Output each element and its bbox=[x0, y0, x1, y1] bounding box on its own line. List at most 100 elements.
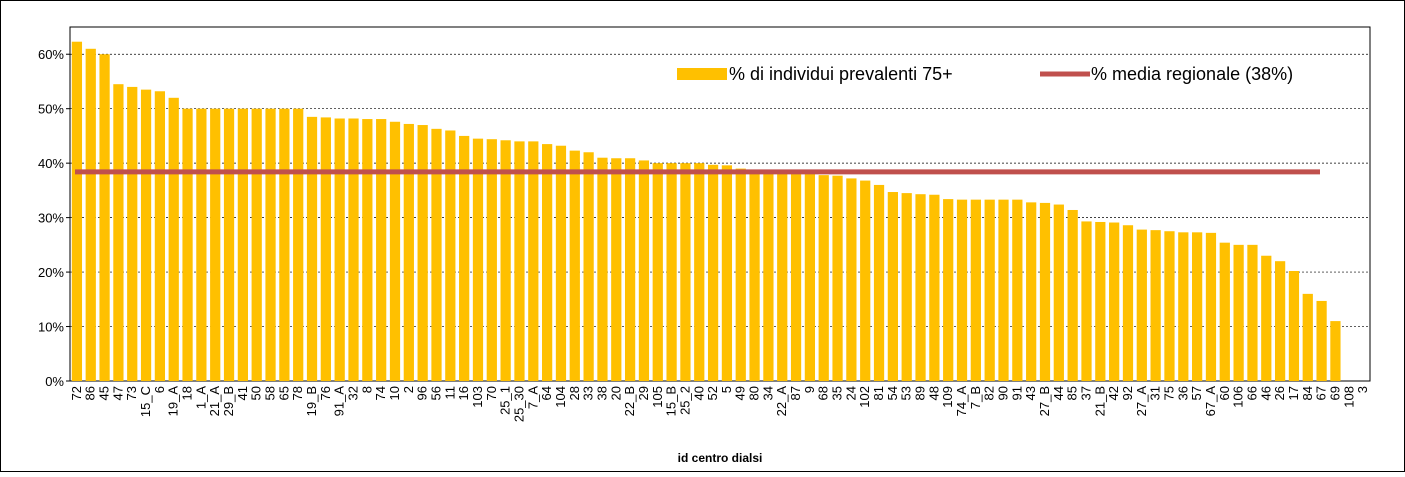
x-tick-label: 22_A bbox=[774, 386, 789, 417]
x-tick-label: 73 bbox=[124, 386, 139, 400]
bar bbox=[970, 199, 981, 381]
x-tick-label: 3 bbox=[1355, 386, 1370, 393]
x-tick-label: 96 bbox=[415, 386, 430, 400]
x-tick-label: 11 bbox=[442, 386, 457, 400]
bar bbox=[1316, 300, 1327, 381]
x-tick-label: 17 bbox=[1286, 386, 1301, 400]
x-tick-label: 15_B bbox=[664, 386, 679, 416]
x-tick-label: 21_A bbox=[207, 386, 222, 417]
bar bbox=[915, 194, 926, 381]
bar bbox=[1302, 293, 1313, 381]
bar bbox=[597, 157, 608, 381]
x-tick-label: 67_A bbox=[1203, 386, 1218, 417]
x-tick-label: 58 bbox=[263, 386, 278, 400]
x-tick-label: 47 bbox=[110, 386, 125, 400]
bar bbox=[389, 121, 401, 382]
x-tick-label: 15_C bbox=[138, 386, 153, 417]
x-tick-label: 102 bbox=[857, 386, 872, 408]
bar bbox=[486, 139, 497, 381]
x-tick-label: 103 bbox=[470, 386, 485, 408]
x-tick-label: 8 bbox=[359, 386, 374, 393]
legend-swatch bbox=[677, 68, 727, 80]
bar bbox=[1233, 244, 1244, 381]
x-tick-label: 10 bbox=[387, 386, 402, 400]
bar bbox=[1095, 221, 1106, 381]
legend-label: % media regionale (38%) bbox=[1091, 64, 1293, 84]
x-tick-label: 54 bbox=[885, 386, 900, 400]
x-tick-label: 26 bbox=[1272, 386, 1287, 400]
bar bbox=[1109, 222, 1120, 381]
bar bbox=[984, 199, 995, 381]
x-tick-label: 42 bbox=[1106, 386, 1121, 400]
x-tick-label: 108 bbox=[1341, 386, 1356, 408]
x-tick-label: 89 bbox=[913, 386, 928, 400]
y-tick-label: 30% bbox=[38, 211, 64, 226]
bar bbox=[113, 84, 124, 381]
bar bbox=[334, 118, 345, 381]
bar bbox=[140, 89, 152, 381]
x-tick-label: 80 bbox=[747, 386, 762, 400]
x-tick-label: 25_1 bbox=[498, 386, 513, 415]
bar bbox=[1026, 202, 1037, 381]
x-tick-label: 29 bbox=[636, 386, 651, 400]
bar bbox=[998, 199, 1009, 381]
x-tick-label: 28 bbox=[567, 386, 582, 400]
x-tick-label: 76 bbox=[318, 386, 333, 400]
x-tick-label: 2 bbox=[401, 386, 416, 393]
bar bbox=[1205, 232, 1217, 381]
x-tick-label: 64 bbox=[539, 386, 554, 400]
bar bbox=[431, 128, 442, 381]
bar bbox=[901, 193, 912, 381]
bar bbox=[777, 172, 788, 381]
x-tick-label: 56 bbox=[428, 386, 443, 400]
x-tick-label: 70 bbox=[484, 386, 499, 400]
x-tick-label: 18 bbox=[180, 386, 195, 400]
bar bbox=[279, 108, 290, 381]
x-tick-label: 66 bbox=[1244, 386, 1259, 400]
x-tick-label: 40 bbox=[691, 386, 706, 400]
bar bbox=[846, 178, 857, 381]
bar bbox=[1012, 199, 1023, 381]
x-tick-label: 27_B bbox=[1037, 386, 1052, 416]
bar bbox=[583, 152, 594, 381]
x-tick-label: 75 bbox=[1161, 386, 1176, 400]
x-tick-label: 44 bbox=[1051, 386, 1066, 400]
x-tick-label: 37 bbox=[1078, 386, 1093, 400]
bar bbox=[196, 108, 207, 381]
x-tick-label: 41 bbox=[235, 386, 250, 400]
bar bbox=[1192, 232, 1203, 381]
x-tick-label: 7_A bbox=[525, 386, 540, 409]
bar bbox=[887, 192, 898, 381]
x-tick-label: 45 bbox=[97, 386, 112, 400]
x-tick-label: 25_30 bbox=[511, 386, 526, 422]
x-tick-label: 85 bbox=[1065, 386, 1080, 400]
bar bbox=[694, 163, 705, 381]
bar bbox=[1288, 270, 1300, 381]
x-tick-label: 91_A bbox=[332, 386, 347, 417]
x-tick-label: 9 bbox=[802, 386, 817, 393]
bar bbox=[804, 174, 816, 381]
bar bbox=[1081, 221, 1092, 381]
x-tick-label: 91 bbox=[1009, 386, 1024, 400]
bar bbox=[680, 163, 691, 381]
x-tick-label: 29_B bbox=[221, 386, 236, 416]
bar bbox=[1178, 232, 1189, 381]
x-tick-label: 6 bbox=[152, 386, 167, 393]
bar bbox=[652, 163, 663, 381]
x-tick-label: 5 bbox=[719, 386, 734, 393]
x-tick-label: 16 bbox=[456, 386, 471, 400]
x-tick-label: 57 bbox=[1189, 386, 1204, 400]
bar bbox=[611, 158, 622, 381]
bar bbox=[1261, 255, 1272, 381]
bar bbox=[624, 158, 636, 381]
x-tick-label: 53 bbox=[899, 386, 914, 400]
x-tick-label: 60 bbox=[1217, 386, 1232, 400]
bar bbox=[1067, 209, 1078, 381]
y-tick-label: 20% bbox=[38, 265, 64, 280]
x-tick-label: 90 bbox=[996, 386, 1011, 400]
x-tick-label: 86 bbox=[83, 386, 98, 400]
x-tick-label: 65 bbox=[276, 386, 291, 400]
bar bbox=[293, 108, 304, 381]
bar bbox=[403, 123, 414, 382]
bar bbox=[1150, 230, 1161, 381]
